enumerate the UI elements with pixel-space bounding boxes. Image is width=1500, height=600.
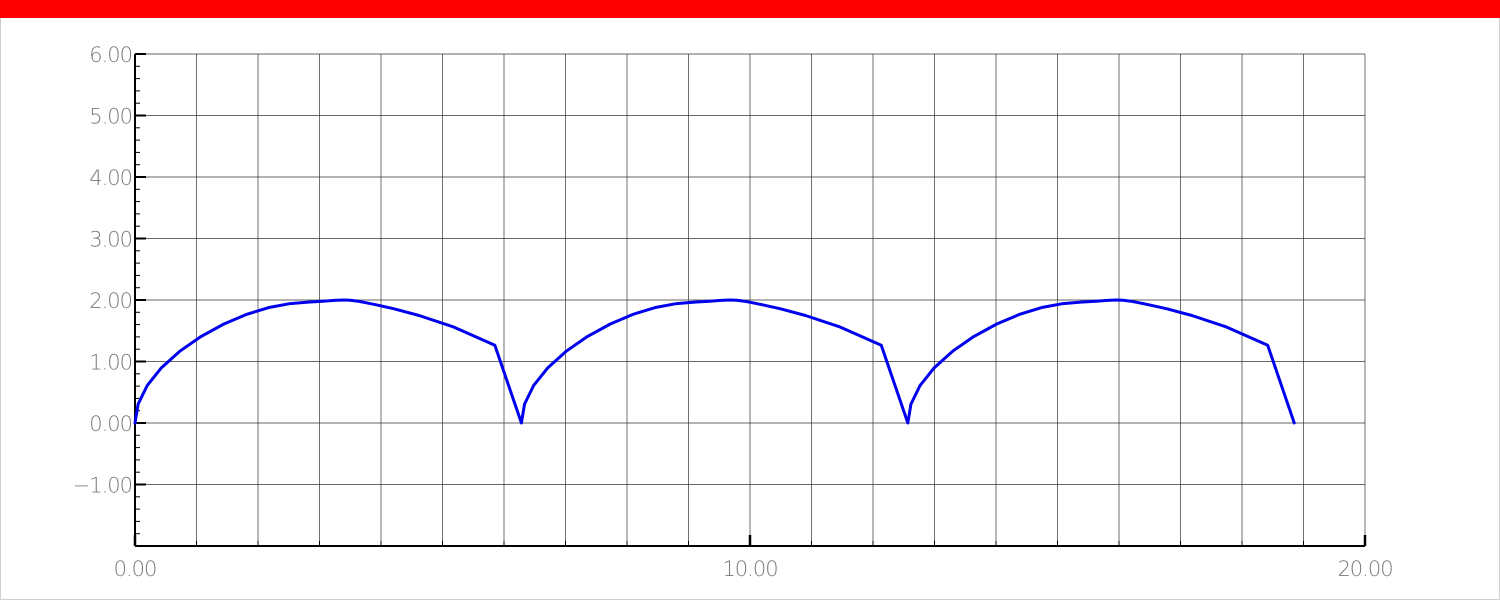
y-tick-label: 0.00: [89, 412, 132, 436]
axes: [133, 53, 1367, 547]
y-tick-label: 3.00: [89, 228, 132, 252]
x-tick-label: 20.00: [1337, 557, 1392, 581]
series-line-0: [133, 298, 1296, 425]
x-tick-label: 10.00: [722, 557, 777, 581]
y-tick-label: 2.00: [89, 289, 132, 313]
y-tick-label: 4.00: [89, 166, 132, 190]
y-tick-label: 6.00: [89, 43, 132, 67]
y-tick-label: −1.00: [73, 474, 132, 498]
top-red-bar: [0, 0, 1500, 18]
series-layer: [133, 298, 1296, 425]
y-tick-label: 1.00: [89, 351, 132, 375]
y-tick-label: 5.00: [89, 105, 132, 129]
tick-labels: −1.00 0.00 1.00 2.00 3.00 4.00 5.00 6.00 0.00 10.…: [73, 43, 1394, 581]
x-tick-label: 0.00: [114, 557, 157, 581]
